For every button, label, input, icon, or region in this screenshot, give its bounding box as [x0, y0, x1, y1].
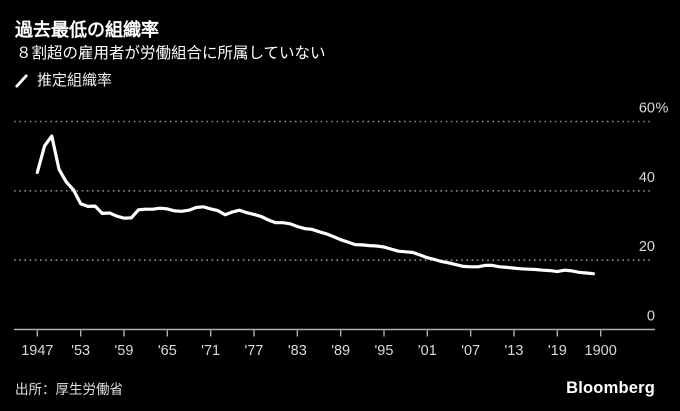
chart-title: 過去最低の組織率	[15, 20, 159, 40]
legend: 推定組織率	[15, 73, 112, 88]
x-tick-label: '19	[548, 343, 567, 359]
series-line	[35, 134, 595, 276]
bloomberg-logo: Bloomberg	[566, 379, 655, 397]
x-tick-label: '83	[288, 343, 307, 359]
x-tick-label: '01	[418, 343, 437, 359]
x-tick-label: '77	[245, 343, 264, 359]
x-tick-label: 1947	[21, 343, 53, 359]
y-tick-label: 60	[639, 100, 655, 116]
x-tick-label: '89	[331, 343, 350, 359]
legend-label: 推定組織率	[37, 72, 113, 89]
line-series-marker-icon	[15, 73, 28, 88]
source-note: 出所：厚生労働省	[15, 382, 123, 397]
x-tick-label: '53	[71, 343, 90, 359]
y-tick-percent-label: %	[656, 100, 669, 116]
y-tick-label: 40	[639, 170, 655, 186]
x-tick-label: 1900	[585, 343, 617, 359]
x-tick-label: '07	[461, 343, 480, 359]
x-tick-label: '59	[115, 343, 134, 359]
x-tick-label: '13	[505, 343, 524, 359]
y-tick-label: 0	[647, 309, 655, 325]
x-tick-label: '95	[375, 343, 394, 359]
chart-subtitle: ８割超の雇用者が労働組合に所属していない	[16, 45, 326, 62]
x-tick-label: '65	[158, 343, 177, 359]
x-tick-label: '71	[201, 343, 220, 359]
y-tick-label: 20	[639, 239, 655, 255]
